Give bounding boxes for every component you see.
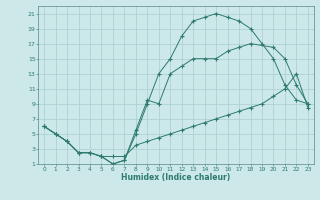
X-axis label: Humidex (Indice chaleur): Humidex (Indice chaleur) — [121, 173, 231, 182]
